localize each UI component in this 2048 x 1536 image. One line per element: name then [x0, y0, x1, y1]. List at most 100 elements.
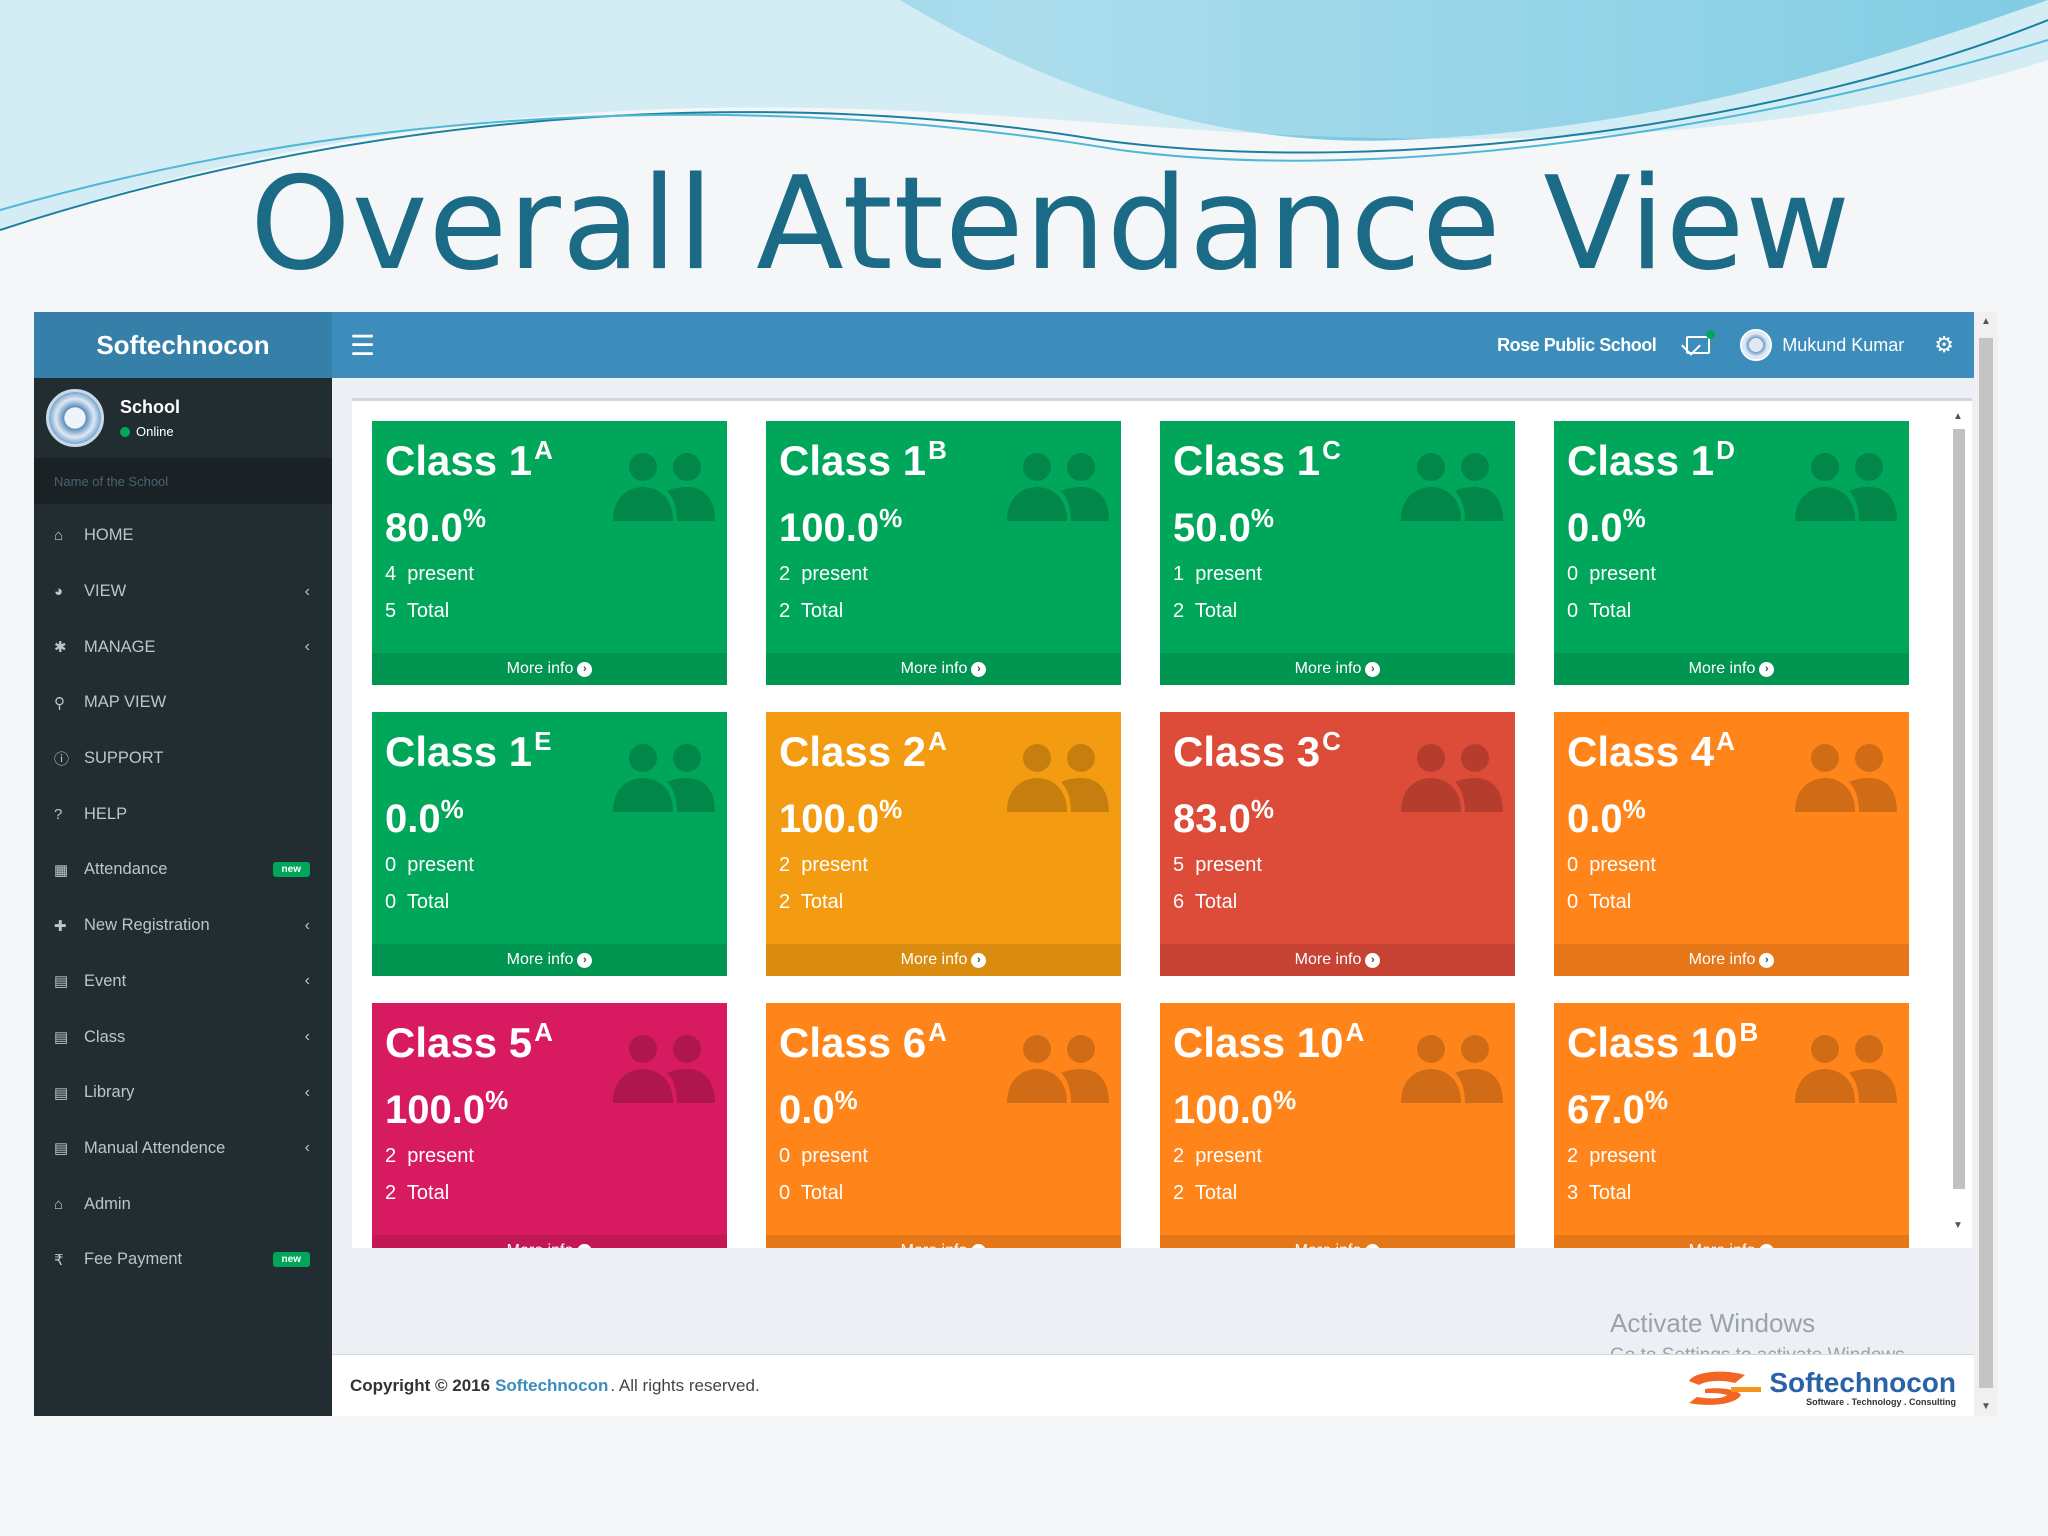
sidebar-item-event[interactable]: ▤ Event ‹ [34, 954, 332, 1010]
map-marker-icon: ⚲ [54, 694, 65, 712]
navbar-right: Rose Public School Mukund Kumar ⚙ [1497, 329, 1974, 361]
more-info-link[interactable]: More info› [1554, 653, 1909, 685]
users-icon [1005, 1033, 1109, 1103]
bars-icon[interactable]: ☰ [350, 329, 376, 361]
sidebar-item-label: New Registration [84, 916, 210, 935]
tile-class-name: Class 3C [1173, 726, 1341, 775]
tile-section: A [1345, 1017, 1365, 1047]
slide-title: Overall Attendance View [250, 150, 1852, 299]
sidebar-item-map-view[interactable]: ⚲ MAP VIEW [34, 675, 332, 731]
attendance-tile: Class 4A 0.0% 0 present 0 Total More info › [1554, 712, 1909, 976]
more-info-link[interactable]: More info› [1554, 1235, 1909, 1248]
brand-logo[interactable]: Softechnocon [34, 312, 332, 378]
inner-scrollbar[interactable]: ▲ ▼ [1950, 411, 1968, 1248]
sidebar-item-attendance[interactable]: ▦ Attendance new [34, 842, 332, 898]
tile-section: D [1716, 435, 1735, 465]
logo-tagline: Software . Technology . Consulting [1806, 1397, 1956, 1407]
company-link[interactable]: Softechnocon [495, 1375, 609, 1395]
users-icon [1399, 1033, 1503, 1103]
tile-percentage: 100.0% [779, 503, 903, 550]
sidebar-item-new-registration[interactable]: ✚ New Registration ‹ [34, 898, 332, 954]
sidebar-item-home[interactable]: ⌂ HOME [34, 508, 332, 564]
more-info-link[interactable]: More info› [766, 653, 1121, 685]
tile-class-name: Class 10A [1173, 1017, 1365, 1066]
sidebar-item-label: MAP VIEW [84, 693, 167, 712]
sidebar-item-library[interactable]: ▤ Library ‹ [34, 1065, 332, 1121]
tile-section: B [928, 435, 947, 465]
scroll-up-icon[interactable]: ▲ [1981, 316, 1991, 327]
scroll-down-icon[interactable]: ▼ [1953, 1220, 1963, 1231]
tile-present: 2 present [1567, 1145, 1656, 1167]
tile-class-name: Class 1C [1173, 435, 1341, 484]
tile-total: 5 Total [385, 600, 450, 622]
chevron-left-icon: ‹ [304, 1028, 310, 1046]
more-info-link[interactable]: More info› [766, 1235, 1121, 1248]
arrow-circle-right-icon: › [1365, 1243, 1381, 1248]
tile-percentage: 100.0% [779, 794, 903, 841]
company-logo: Softechnocon Software . Technology . Con… [1685, 1367, 1956, 1409]
sidebar-item-label: Fee Payment [84, 1250, 183, 1269]
sidebar-item-support[interactable]: ⓘ SUPPORT [34, 731, 332, 787]
school-name: Rose Public School [1497, 334, 1657, 355]
sidebar-item-label: MANAGE [84, 637, 156, 656]
tile-total: 6 Total [1173, 891, 1238, 913]
users-icon [611, 1033, 715, 1103]
tile-class-name: Class 1D [1567, 435, 1735, 484]
plus-icon: ✚ [54, 917, 67, 935]
arrow-circle-right-icon: › [1759, 1243, 1775, 1248]
main-content: Class 1A 80.0% 4 present 5 Total More info › C… [332, 378, 1974, 1416]
sidebar-item-fee-payment[interactable]: ₹ Fee Payment new [34, 1232, 332, 1288]
more-info-link[interactable]: More info› [1160, 653, 1515, 685]
more-info-link[interactable]: More info› [1160, 1235, 1515, 1248]
new-badge: new [272, 862, 310, 878]
arrow-circle-right-icon: › [971, 661, 987, 677]
sidebar-item-class[interactable]: ▤ Class ‹ [34, 1009, 332, 1065]
school-search-input[interactable]: Name of the School [34, 458, 332, 504]
tile-total: 0 Total [1567, 600, 1632, 622]
scroll-down-icon[interactable]: ▼ [1981, 1401, 1991, 1412]
rupee-icon: ₹ [54, 1251, 64, 1269]
scrollbar-thumb[interactable] [1953, 429, 1965, 1189]
pie-chart-icon: ◕ [54, 583, 64, 601]
more-info-link[interactable]: More info› [1554, 944, 1909, 976]
page-scrollbar[interactable]: ▲ ▼ [1974, 312, 1998, 1416]
tile-class-name: Class 1A [385, 435, 553, 484]
app-window: Softechnocon ☰ Rose Public School Mukund… [34, 312, 1998, 1416]
more-info-link[interactable]: More info› [372, 944, 727, 976]
more-info-link[interactable]: More info› [1160, 944, 1515, 976]
tile-present: 1 present [1173, 563, 1262, 585]
sidebar-item-label: Attendance [84, 860, 168, 879]
more-info-link[interactable]: More info› [372, 653, 727, 685]
sidebar-item-manage[interactable]: ✱ MANAGE ‹ [34, 619, 332, 675]
calendar-icon: ▤ [54, 1029, 69, 1047]
users-icon [1793, 451, 1897, 521]
more-info-link[interactable]: More info› [372, 1235, 727, 1248]
sidebar-item-label: HOME [84, 526, 134, 545]
tile-present: 0 present [1567, 854, 1656, 876]
users-icon [1005, 742, 1109, 812]
sidebar-item-admin[interactable]: ⌂ Admin [34, 1176, 332, 1232]
tile-section: E [534, 726, 552, 756]
tile-total: 2 Total [385, 1182, 450, 1204]
attendance-tile: Class 1C 50.0% 1 present 2 Total More info › [1160, 421, 1515, 685]
tile-present: 5 present [1173, 854, 1262, 876]
scrollbar-thumb[interactable] [1979, 338, 1993, 1388]
sidebar-item-manual-attendence[interactable]: ▤ Manual Attendence ‹ [34, 1121, 332, 1177]
arrow-circle-right-icon: › [1365, 661, 1381, 677]
tile-section: C [1322, 435, 1341, 465]
scroll-up-icon[interactable]: ▲ [1953, 411, 1963, 422]
top-navbar: Softechnocon ☰ Rose Public School Mukund… [34, 312, 1974, 378]
sidebar-item-view[interactable]: ◕ VIEW ‹ [34, 564, 332, 620]
gears-icon[interactable]: ⚙ [1934, 332, 1954, 357]
attendance-tile-grid: Class 1A 80.0% 4 present 5 Total More info › C… [372, 421, 1909, 1248]
tile-percentage: 100.0% [1173, 1085, 1297, 1132]
gear-icon: ✱ [54, 639, 67, 657]
envelope-icon[interactable] [1686, 330, 1716, 354]
sidebar-item-help[interactable]: ? HELP [34, 786, 332, 842]
tile-section: A [534, 1017, 553, 1047]
more-info-link[interactable]: More info› [766, 944, 1121, 976]
arrow-circle-right-icon: › [1365, 952, 1381, 968]
avatar [1740, 329, 1773, 361]
user-menu[interactable]: Mukund Kumar [1740, 329, 1904, 361]
sidebar: School Online Name of the School ⌂ HOME ◕ V… [34, 378, 332, 1416]
